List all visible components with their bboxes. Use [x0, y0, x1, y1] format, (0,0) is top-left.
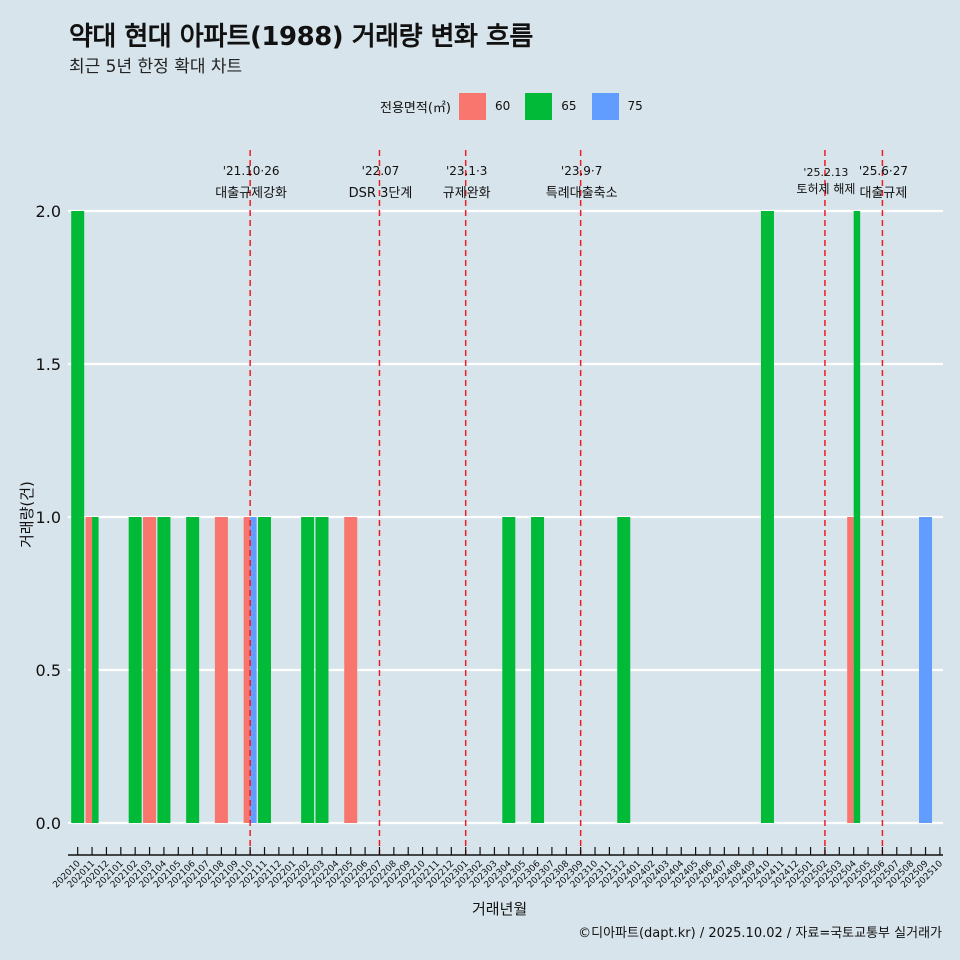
bar-202010-65 — [71, 211, 85, 823]
y-tick-label: 0.0 — [36, 814, 61, 833]
event-date: '22.07 — [362, 164, 400, 178]
bar-202110-75 — [250, 517, 257, 823]
y-axis-title: 거래량(건) — [18, 481, 36, 548]
event-label: 특례대출축소 — [546, 186, 618, 201]
bar-202306-65 — [531, 517, 545, 823]
event-date: '25.2.13 — [803, 166, 848, 179]
x-axis-title: 거래년월 — [472, 900, 528, 918]
y-tick-label: 2.0 — [36, 202, 61, 221]
event-label: 대출규제강화 — [215, 186, 287, 201]
event-date: '25.6·27 — [859, 164, 908, 178]
bar-202410-65 — [760, 211, 774, 823]
legend: 전용면적(㎡) 60 65 75 — [380, 92, 658, 120]
bar-202205-60 — [344, 517, 358, 823]
bar-202312-65 — [617, 517, 631, 823]
bar-202011-65 — [92, 517, 99, 823]
bar-202108-60 — [214, 517, 228, 823]
event-label: DSR 3단계 — [349, 186, 413, 201]
legend-key-65 — [525, 92, 553, 120]
chart-subtitle: 최근 5년 한정 확대 차트 — [69, 57, 243, 77]
bar-202509-75 — [919, 517, 933, 823]
event-label: 규제완화 — [443, 186, 491, 201]
event-date: '23.9·7 — [561, 164, 602, 178]
bar-202202-65 — [301, 517, 315, 823]
legend-key-75 — [591, 92, 619, 120]
bar-202110-60 — [243, 517, 251, 823]
event-date: '21.10·26 — [223, 164, 280, 178]
bar-202103-60 — [143, 517, 157, 823]
bar-202504-65 — [853, 211, 861, 823]
bar-202106-65 — [186, 517, 200, 823]
bar-202504-60 — [847, 517, 854, 823]
legend-label-75: 75 — [627, 99, 643, 113]
event-date: '23.1·3 — [446, 164, 487, 178]
event-label: 대출규제 — [859, 186, 907, 201]
legend-label-65: 65 — [561, 99, 577, 113]
chart-title: 약대 현대 아파트(1988) 거래량 변화 흐름 — [69, 22, 533, 52]
legend-label-60: 60 — [494, 99, 511, 113]
bar-202304-65 — [502, 517, 516, 823]
legend-key-60 — [458, 92, 486, 120]
y-tick-label: 1.0 — [36, 508, 61, 527]
legend-title: 전용면적(㎡) — [380, 100, 451, 116]
y-tick-label: 0.5 — [36, 661, 61, 680]
source-caption: ©디아파트(dapt.kr) / 2025.10.02 / 자료=국토교통부 실… — [578, 926, 942, 941]
bar-202011-60 — [85, 517, 93, 823]
y-tick-label: 1.5 — [36, 355, 61, 374]
event-label: 토허제 해제 — [796, 182, 855, 196]
bar-202203-65 — [315, 517, 329, 823]
bar-202104-65 — [157, 517, 171, 823]
bar-202102-65 — [128, 517, 142, 823]
bar-202111-65 — [258, 517, 272, 823]
